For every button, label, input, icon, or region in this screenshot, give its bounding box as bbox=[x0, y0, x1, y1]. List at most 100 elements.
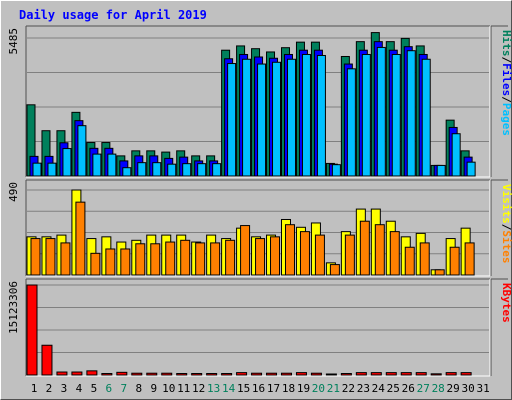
x-tick-day-2: 2 bbox=[46, 382, 53, 395]
legend-entry: Visits bbox=[500, 184, 512, 224]
bar-pages-day-27 bbox=[421, 58, 431, 177]
x-tick-day-25: 25 bbox=[387, 382, 400, 395]
x-tick-day-6: 6 bbox=[106, 382, 113, 395]
bar-sites-day-12 bbox=[195, 242, 206, 276]
bar-kbytes-day-24 bbox=[370, 372, 382, 376]
x-tick-day-29: 29 bbox=[447, 382, 460, 395]
bar-pages-day-23 bbox=[361, 53, 371, 177]
bar-pages-day-2 bbox=[47, 162, 57, 177]
bar-pages-day-8 bbox=[137, 162, 147, 177]
bar-sites-day-24 bbox=[374, 224, 385, 276]
panel-visits-sites: 490 Visits/Sites bbox=[7, 179, 512, 277]
bar-kbytes-day-28 bbox=[430, 373, 442, 376]
x-tick-day-1: 1 bbox=[31, 382, 38, 395]
bar-pages-day-15 bbox=[242, 58, 252, 177]
bar-pages-day-9 bbox=[152, 162, 162, 177]
bar-sites-day-15 bbox=[240, 225, 251, 276]
x-tick-day-13: 13 bbox=[207, 382, 220, 395]
bar-sites-day-30 bbox=[464, 242, 475, 276]
x-tick-day-19: 19 bbox=[297, 382, 310, 395]
bar-pages-day-21 bbox=[331, 164, 341, 177]
legend-area bbox=[491, 180, 508, 276]
legend-entry: Sites bbox=[500, 230, 512, 263]
bar-sites-day-29 bbox=[449, 246, 460, 276]
legend-entry: Hits bbox=[500, 30, 512, 57]
x-tick-day-14: 14 bbox=[222, 382, 236, 395]
bar-sites-day-21 bbox=[329, 264, 340, 276]
legend-entry: KBytes bbox=[500, 283, 512, 323]
bar-sites-day-8 bbox=[135, 243, 146, 276]
bar-sites-day-11 bbox=[180, 239, 191, 276]
bar-kbytes-day-7 bbox=[116, 371, 128, 376]
bar-kbytes-day-14 bbox=[221, 373, 233, 376]
legend-entry: / bbox=[500, 96, 512, 103]
bar-sites-day-27 bbox=[419, 242, 430, 276]
bar-sites-day-13 bbox=[210, 242, 221, 276]
bar-kbytes-day-22 bbox=[340, 373, 352, 376]
bar-sites-day-6 bbox=[105, 248, 116, 276]
bar-sites-day-2 bbox=[45, 238, 56, 276]
bar-sites-day-23 bbox=[359, 220, 370, 276]
x-tick-day-15: 15 bbox=[237, 382, 250, 395]
bar-sites-day-9 bbox=[150, 243, 161, 276]
bar-sites-day-16 bbox=[255, 238, 266, 276]
bar-kbytes-day-30 bbox=[460, 372, 472, 376]
bar-kbytes-day-17 bbox=[266, 372, 278, 376]
bar-pages-day-1 bbox=[32, 162, 42, 177]
bar-sites-day-17 bbox=[270, 236, 281, 276]
bar-sites-day-20 bbox=[314, 234, 325, 276]
x-tick-day-3: 3 bbox=[61, 382, 68, 395]
bar-pages-day-4 bbox=[77, 125, 87, 177]
bar-sites-day-4 bbox=[75, 201, 86, 276]
bar-kbytes-day-26 bbox=[400, 372, 412, 376]
bar-sites-day-18 bbox=[284, 224, 295, 276]
legend-visits-sites: Visits/Sites bbox=[500, 184, 512, 264]
x-tick-day-28: 28 bbox=[432, 382, 445, 395]
bar-pages-day-14 bbox=[227, 63, 237, 177]
bar-pages-day-11 bbox=[182, 163, 192, 177]
bar-kbytes-day-12 bbox=[191, 373, 203, 376]
bar-pages-day-16 bbox=[257, 63, 267, 177]
legend-area bbox=[491, 279, 508, 376]
bar-sites-day-26 bbox=[404, 246, 415, 276]
bar-kbytes-day-25 bbox=[385, 372, 397, 376]
x-tick-day-7: 7 bbox=[121, 382, 128, 395]
bar-kbytes-day-23 bbox=[355, 372, 367, 376]
bar-pages-day-24 bbox=[376, 46, 386, 177]
panel-kbytes: 15123306 KBytes bbox=[7, 278, 512, 377]
bar-pages-day-29 bbox=[451, 133, 461, 177]
bar-kbytes-day-1 bbox=[26, 284, 38, 376]
bar-kbytes-day-27 bbox=[415, 372, 427, 376]
y-axis-max-label: 490 bbox=[7, 182, 20, 202]
bar-sites-day-5 bbox=[90, 252, 101, 276]
bar-pages-day-10 bbox=[167, 163, 177, 177]
bar-sites-day-22 bbox=[344, 234, 355, 276]
bar-kbytes-day-18 bbox=[280, 372, 292, 376]
bar-pages-day-7 bbox=[122, 167, 132, 177]
x-tick-day-23: 23 bbox=[357, 382, 370, 395]
panel-hits-files-pages: 5485 Hits/Files/Pages bbox=[7, 25, 512, 178]
x-tick-day-12: 12 bbox=[192, 382, 205, 395]
x-tick-day-11: 11 bbox=[177, 382, 190, 395]
x-tick-day-16: 16 bbox=[252, 382, 265, 395]
legend-entry: / bbox=[500, 57, 512, 64]
bar-sites-day-10 bbox=[165, 241, 176, 276]
bar-kbytes-day-11 bbox=[176, 373, 188, 376]
x-tick-day-8: 8 bbox=[135, 382, 142, 395]
legend-entry: / bbox=[500, 224, 512, 231]
bar-pages-day-26 bbox=[406, 50, 416, 177]
bar-pages-day-30 bbox=[466, 161, 476, 177]
chart-title: Daily usage for April 2019 bbox=[19, 8, 207, 22]
x-tick-day-27: 27 bbox=[417, 382, 430, 395]
x-tick-day-9: 9 bbox=[150, 382, 157, 395]
bar-kbytes-day-4 bbox=[71, 371, 83, 376]
bar-kbytes-day-9 bbox=[146, 372, 158, 376]
x-tick-day-21: 21 bbox=[327, 382, 340, 395]
x-tick-day-4: 4 bbox=[76, 382, 83, 395]
bar-sites-day-1 bbox=[30, 238, 41, 276]
legend-kbytes: KBytes bbox=[500, 283, 512, 323]
legend-hits-files-pages: Hits/Files/Pages bbox=[500, 30, 512, 136]
bar-sites-day-28 bbox=[434, 269, 445, 276]
bar-pages-day-22 bbox=[346, 68, 356, 177]
bar-pages-day-5 bbox=[92, 153, 102, 177]
